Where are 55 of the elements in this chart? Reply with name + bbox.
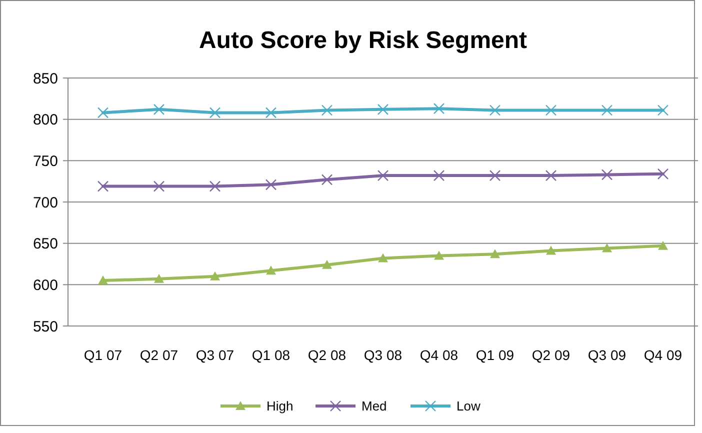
point [601,169,613,180]
y-tick-label: 750 [32,152,58,170]
point [545,170,557,182]
point [321,104,333,116]
point [434,250,444,260]
point [546,246,556,255]
point [209,107,221,118]
point [657,168,669,180]
point [658,240,668,250]
point [433,102,445,114]
point [153,180,165,192]
x-tick-label: Q1 09 [476,347,514,363]
y-tick-label: 550 [32,318,58,336]
y-tick-label: 700 [32,194,58,212]
legend-label: Med [362,398,387,414]
point [265,179,277,190]
x-tick-label: Q2 09 [532,347,570,363]
y-tick-label: 650 [32,236,58,253]
point [98,276,108,285]
point [377,104,389,116]
point [154,274,164,283]
point [490,249,500,258]
legend-label: High [266,398,294,414]
x-tick-label: Q3 07 [196,347,234,363]
x-tick-label: Q1 07 [84,347,122,363]
point [657,104,669,116]
y-tick-label: 850 [32,70,58,88]
x-tick-label: Q3 08 [364,347,402,363]
x-tick-label: Q4 08 [420,347,458,363]
point [209,180,221,192]
point [489,104,501,116]
x-tick-label: Q4 09 [644,347,682,363]
point [266,266,276,275]
x-tick-label: Q3 09 [588,347,626,363]
point [489,170,501,182]
y-tick-label: 600 [32,276,58,294]
point [602,243,612,252]
point [97,180,109,192]
point [378,253,388,262]
point [601,104,613,116]
point [322,260,332,269]
point [377,170,389,182]
x-tick-label: Q1 08 [252,347,290,363]
point [97,107,109,118]
point [210,271,220,280]
y-tick-label: 800 [32,112,58,129]
x-tick-label: Q2 07 [140,347,178,363]
chart-title: Auto Score by Risk Segment [198,27,528,54]
point [433,170,445,182]
point [265,107,277,118]
x-tick-label: Q2 08 [308,347,346,363]
legend-label: Low [456,398,481,414]
point [545,104,557,116]
point [321,174,333,186]
point [153,104,165,116]
